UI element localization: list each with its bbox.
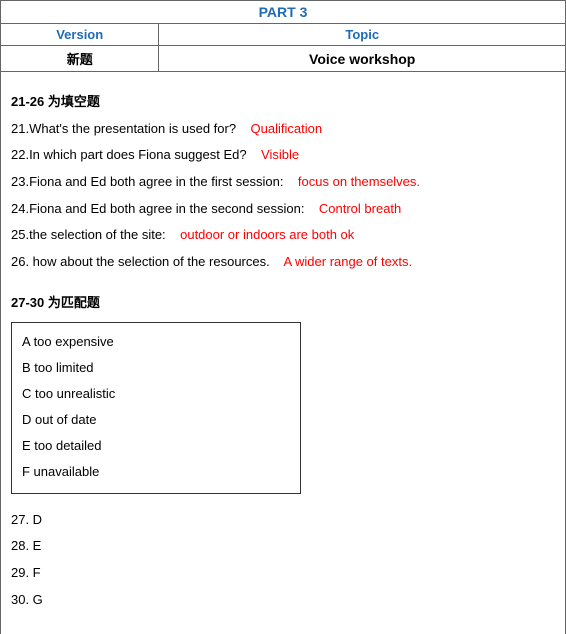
question-22: 22.In which part does Fiona suggest Ed? … xyxy=(11,143,555,168)
q22-answer: Visible xyxy=(261,147,299,162)
content-area: 21-26 为填空题 21.What's the presentation is… xyxy=(1,72,565,634)
section1-heading: 21-26 为填空题 xyxy=(11,90,555,115)
worksheet-container: PART 3 Version Topic 新题 Voice workshop 2… xyxy=(0,0,566,634)
option-e: E too detailed xyxy=(22,433,290,459)
section2-heading: 27-30 为匹配题 xyxy=(11,291,555,316)
answer-29: 29. F xyxy=(11,561,555,586)
version-value: 新题 xyxy=(1,46,159,72)
topic-value: Voice workshop xyxy=(159,46,565,72)
q25-answer: outdoor or indoors are both ok xyxy=(180,227,354,242)
q26-answer: A wider range of texts. xyxy=(283,254,412,269)
q22-text: 22.In which part does Fiona suggest Ed? xyxy=(11,147,247,162)
question-26: 26. how about the selection of the resou… xyxy=(11,250,555,275)
option-f: F unavailable xyxy=(22,459,290,485)
q24-text: 24.Fiona and Ed both agree in the second… xyxy=(11,201,304,216)
answer-28: 28. E xyxy=(11,534,555,559)
header-table: PART 3 Version Topic 新题 Voice workshop xyxy=(1,1,565,72)
version-header: Version xyxy=(1,24,159,46)
q21-text: 21.What's the presentation is used for? xyxy=(11,121,236,136)
option-d: D out of date xyxy=(22,407,290,433)
q23-answer: focus on themselves. xyxy=(298,174,420,189)
q24-answer: Control breath xyxy=(319,201,401,216)
q21-answer: Qualification xyxy=(251,121,323,136)
question-25: 25.the selection of the site: outdoor or… xyxy=(11,223,555,248)
question-21: 21.What's the presentation is used for? … xyxy=(11,117,555,142)
answer-30: 30. G xyxy=(11,588,555,613)
question-23: 23.Fiona and Ed both agree in the first … xyxy=(11,170,555,195)
option-a: A too expensive xyxy=(22,329,290,355)
q25-text: 25.the selection of the site: xyxy=(11,227,166,242)
question-24: 24.Fiona and Ed both agree in the second… xyxy=(11,197,555,222)
q26-text: 26. how about the selection of the resou… xyxy=(11,254,270,269)
answer-27: 27. D xyxy=(11,508,555,533)
part-title: PART 3 xyxy=(1,1,565,24)
q23-text: 23.Fiona and Ed both agree in the first … xyxy=(11,174,283,189)
option-b: B too limited xyxy=(22,355,290,381)
topic-header: Topic xyxy=(159,24,565,46)
option-c: C too unrealistic xyxy=(22,381,290,407)
options-box: A too expensive B too limited C too unre… xyxy=(11,322,301,494)
